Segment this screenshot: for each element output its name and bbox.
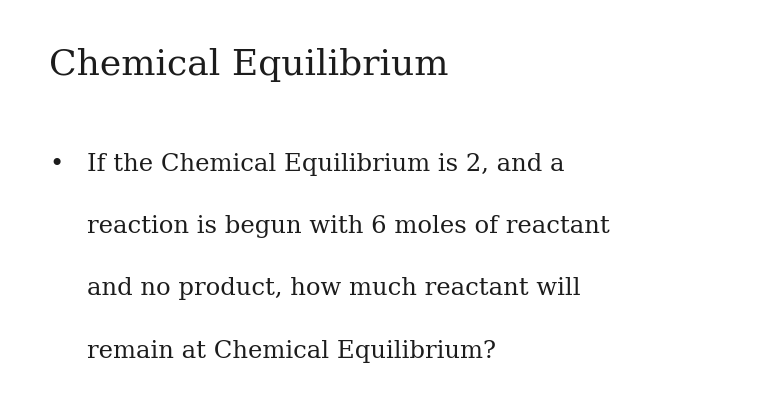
Text: If the Chemical Equilibrium is 2, and a: If the Chemical Equilibrium is 2, and a xyxy=(87,152,565,175)
Text: and no product, how much reactant will: and no product, how much reactant will xyxy=(87,277,581,300)
Text: reaction is begun with 6 moles of reactant: reaction is begun with 6 moles of reacta… xyxy=(87,215,610,237)
Text: Chemical Equilibrium: Chemical Equilibrium xyxy=(49,48,449,82)
Text: •: • xyxy=(49,152,64,175)
Text: remain at Chemical Equilibrium?: remain at Chemical Equilibrium? xyxy=(87,339,496,362)
